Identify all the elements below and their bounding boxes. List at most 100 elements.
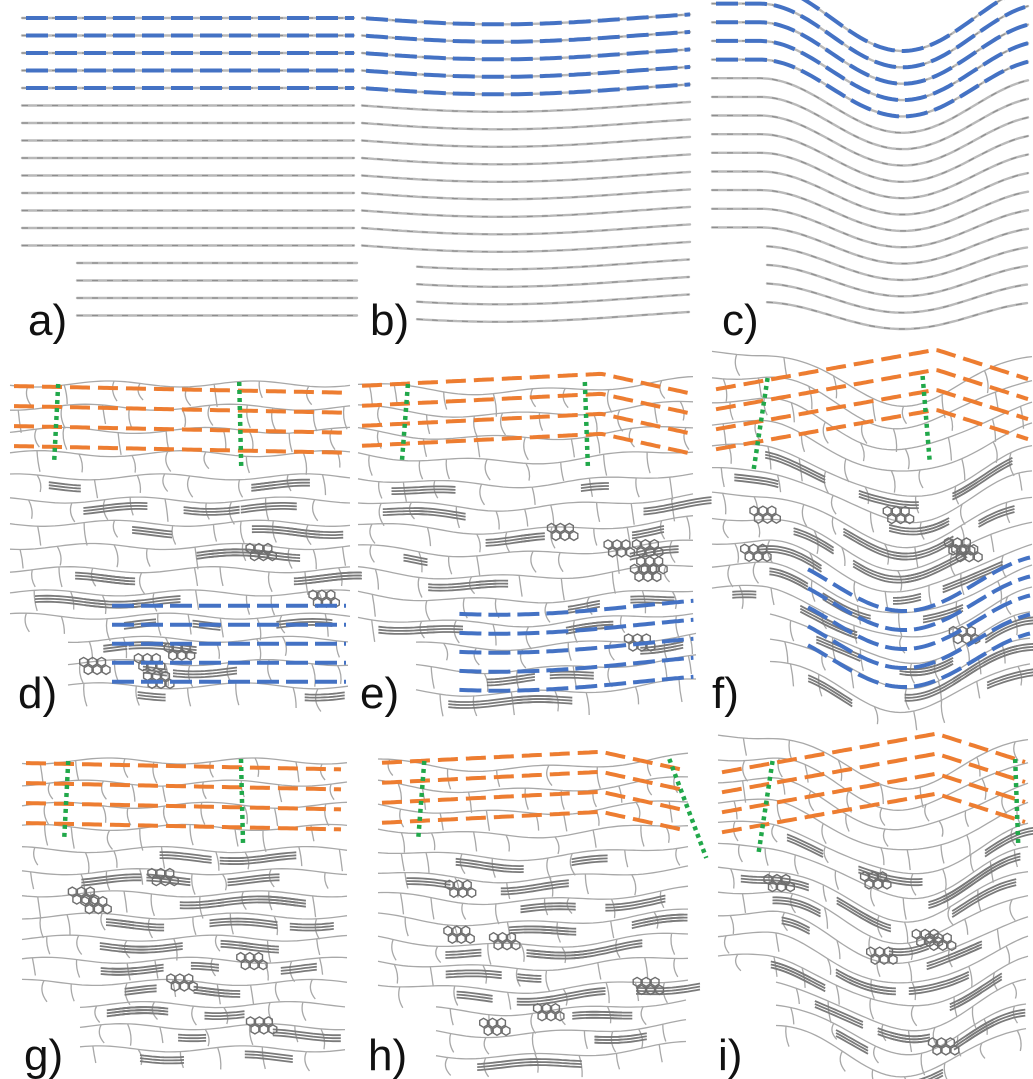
- pore-edge: [476, 555, 481, 576]
- graphitic-stack: [456, 996, 493, 1003]
- hexagon-ring: [973, 551, 983, 563]
- carbon-wall: [9, 566, 351, 574]
- pore-edge: [216, 984, 221, 1005]
- pore-edge: [952, 628, 957, 652]
- pore-edge: [36, 450, 41, 472]
- carbon-wall: [711, 419, 1033, 472]
- hexagon-ring: [483, 1025, 493, 1037]
- pore-edge: [454, 876, 460, 898]
- pore-edge: [123, 890, 128, 913]
- pore-edge: [659, 380, 666, 399]
- pore-edge: [47, 782, 54, 800]
- graphitic-stack: [952, 668, 978, 686]
- pore-edge: [960, 525, 965, 546]
- pore-edge: [662, 982, 668, 1004]
- pore-edge: [430, 832, 436, 851]
- pore-edge: [644, 957, 649, 980]
- graphitic-stack: [951, 881, 1017, 915]
- hexagon-ring: [643, 571, 653, 583]
- graphitic-stack: [118, 945, 183, 951]
- graphitic-stack: [877, 1033, 922, 1044]
- graphitic-stack: [227, 873, 280, 881]
- carbon-wall: [377, 865, 689, 884]
- graphitic-stack: [272, 1031, 341, 1040]
- graphitic-stack: [183, 511, 240, 516]
- graphitic-stack: [526, 952, 579, 957]
- pore-edge: [901, 406, 908, 425]
- graphitic-stack: [272, 1028, 341, 1037]
- pore-edge: [873, 706, 879, 725]
- pore-edge: [194, 589, 200, 610]
- hexagon-ring: [258, 959, 268, 971]
- panel-d: [9, 380, 362, 712]
- pore-edge: [723, 935, 730, 954]
- graphitic-stack: [287, 533, 344, 539]
- pore-edge: [669, 477, 674, 500]
- pore-edge: [404, 872, 409, 889]
- pore-edge: [570, 438, 576, 458]
- hexagon-ring: [607, 547, 618, 558]
- hexagon-ring: [948, 545, 958, 556]
- graphitic-stack: [456, 990, 493, 997]
- graphitic-stack: [508, 928, 569, 933]
- graphitic-stack: [249, 898, 298, 904]
- hexagon-ring: [884, 946, 894, 958]
- pore-edge: [391, 939, 397, 961]
- pore-edge: [485, 810, 491, 831]
- pore-edge: [567, 642, 572, 661]
- graphitic-stack: [445, 948, 482, 953]
- graphitic-stack: [951, 884, 1017, 918]
- pore-edge: [43, 824, 49, 846]
- hexagon-ring: [170, 981, 180, 992]
- pore-edge: [100, 780, 107, 800]
- graphene-sheet: [360, 153, 692, 166]
- carbon-wall: [357, 589, 694, 604]
- carbon-wall: [9, 589, 351, 597]
- pore-edge: [369, 544, 375, 563]
- carbon-wall: [9, 473, 351, 481]
- pore-edge: [63, 384, 68, 405]
- hexagon-ring: [188, 981, 198, 992]
- pore-edge: [320, 1028, 326, 1050]
- pore-edge: [476, 533, 481, 553]
- graphitic-stack: [953, 940, 983, 955]
- panel-f: [711, 347, 1033, 731]
- graphitic-stack: [289, 925, 334, 929]
- hexagon-ring: [541, 1002, 552, 1014]
- graphitic-stack: [304, 691, 345, 696]
- pore-edge: [554, 836, 560, 855]
- hexagon-ring: [942, 932, 952, 944]
- graphitic-stack: [227, 876, 280, 884]
- pore-edge: [200, 802, 206, 825]
- pore-edge: [525, 626, 533, 650]
- hexagon-ring: [781, 873, 791, 885]
- graphitic-stack: [734, 476, 779, 486]
- graphitic-stack: [953, 946, 983, 961]
- orange-dashed-guide: [715, 347, 1029, 392]
- pore-edge: [763, 398, 768, 416]
- pore-edge: [683, 427, 690, 450]
- pore-edge: [859, 442, 865, 462]
- carbon-wall: [711, 376, 1033, 430]
- pore-edge: [933, 659, 940, 681]
- pore-edge: [214, 934, 221, 952]
- hexagon-ring: [147, 867, 157, 879]
- pore-edge: [98, 1024, 105, 1044]
- pore-edge: [903, 1076, 907, 1079]
- carbon-wall: [21, 868, 348, 876]
- panel-label-a: a): [28, 296, 67, 345]
- pore-edge: [873, 1045, 879, 1064]
- graphitic-stack: [631, 525, 665, 534]
- pore-edge: [515, 968, 521, 987]
- graphitic-stack: [983, 858, 1021, 878]
- hexagon-ring: [952, 537, 962, 548]
- pore-edge: [631, 874, 637, 896]
- graphitic-stack: [378, 631, 435, 635]
- hexagon-ring: [882, 879, 892, 890]
- pore-edge: [459, 853, 466, 875]
- graphitic-stack: [34, 594, 104, 602]
- pore-edge: [78, 453, 84, 473]
- pore-edge: [33, 590, 38, 612]
- graphitic-stack: [123, 618, 157, 624]
- sheet-texture: [416, 293, 690, 305]
